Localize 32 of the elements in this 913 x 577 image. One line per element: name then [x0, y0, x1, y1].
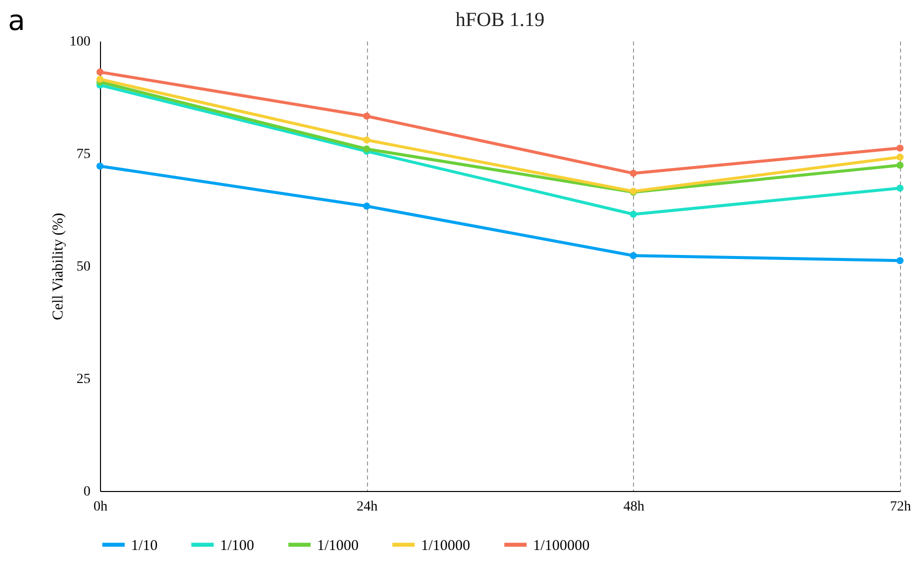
- legend-label: 1/1000: [317, 538, 359, 554]
- chart-title: hFOB 1.19: [456, 9, 544, 31]
- point: [96, 68, 104, 76]
- x-tick-label: 0h: [94, 500, 108, 514]
- legend-label: 1/10: [131, 538, 158, 554]
- y-tick-label: 0: [84, 484, 90, 500]
- x-tick-label: 72h: [890, 500, 911, 514]
- point: [896, 154, 904, 161]
- x-tick-label: 24h: [356, 500, 378, 514]
- point: [896, 184, 904, 192]
- point: [896, 144, 904, 152]
- point: [363, 145, 370, 153]
- y-axis-title: Cell Viability (%): [50, 212, 66, 320]
- point: [363, 202, 370, 210]
- point: [896, 257, 904, 264]
- y-tick-label: 25: [76, 372, 90, 387]
- y-tick-label: 50: [76, 260, 90, 274]
- point: [363, 136, 370, 144]
- point: [896, 162, 904, 169]
- y-tick-label: 75: [76, 147, 90, 162]
- text: a: [8, 4, 26, 37]
- legend-label: 1/100000: [533, 538, 590, 554]
- x-tick-label: 48h: [623, 500, 644, 514]
- point: [630, 252, 637, 260]
- y-tick-label: 100: [70, 34, 90, 50]
- point: [630, 210, 637, 218]
- point: [96, 162, 104, 170]
- legend-label: 1/100: [220, 538, 254, 554]
- point: [96, 76, 104, 83]
- point: [630, 170, 637, 177]
- point: [363, 112, 370, 120]
- legend-label: 1/10000: [421, 538, 470, 554]
